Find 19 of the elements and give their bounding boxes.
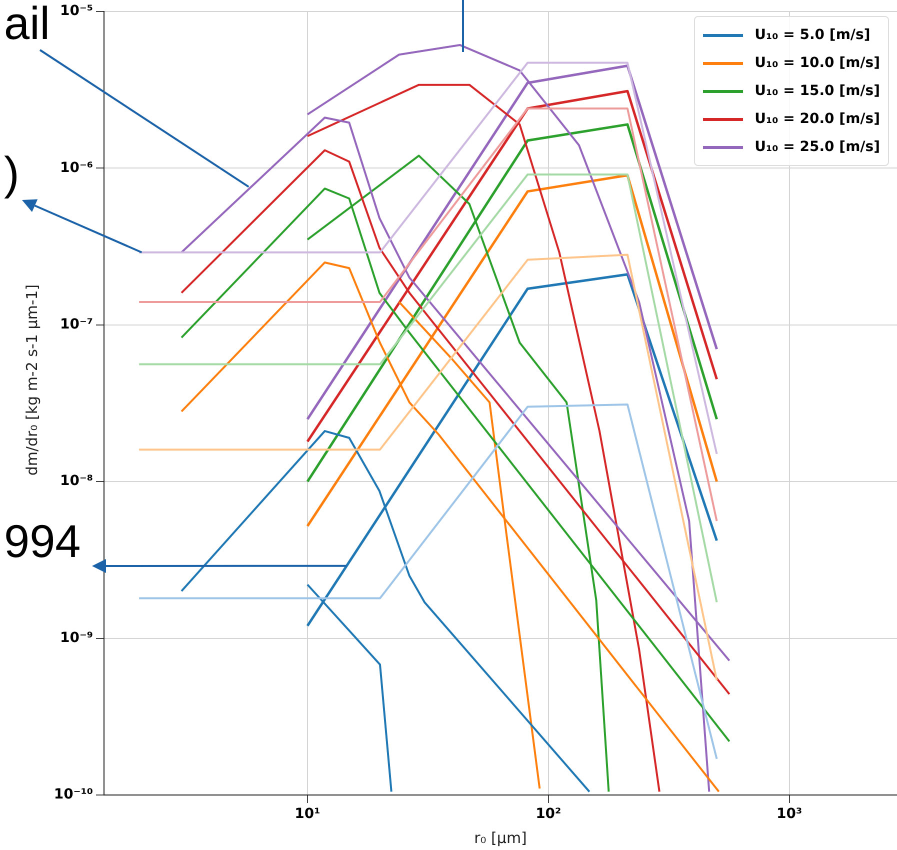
y-tick-label: 10⁻¹⁰ xyxy=(54,786,93,803)
y-tick-label: 10⁻⁸ xyxy=(60,473,93,490)
y-tick-label: 10⁻⁷ xyxy=(60,316,93,332)
y-tick-label: 10⁻⁵ xyxy=(60,3,93,20)
y-axis-title: dm/dr₀ [kg m-2 s-1 µm-1] xyxy=(23,284,41,476)
legend-label: U₁₀ = 20.0 [m/s] xyxy=(754,111,880,127)
y-tick-label: 10⁻⁶ xyxy=(60,160,93,176)
annotation: 994 xyxy=(4,514,81,569)
x-tick-label: 10¹ xyxy=(294,806,320,822)
legend-label: U₁₀ = 25.0 [m/s] xyxy=(754,139,880,155)
legend-label: U₁₀ = 5.0 [m/s] xyxy=(754,27,870,43)
x-tick-label: 10³ xyxy=(776,806,802,822)
y-tick-label: 10⁻⁹ xyxy=(60,630,93,646)
legend-label: U₁₀ = 15.0 [m/s] xyxy=(754,83,880,99)
x-tick-label: 10² xyxy=(536,806,562,822)
annotation: ) xyxy=(4,146,20,201)
annotation: ail xyxy=(4,0,50,51)
legend-label: U₁₀ = 10.0 [m/s] xyxy=(754,55,880,71)
x-axis-title: r₀ [µm] xyxy=(474,828,527,847)
